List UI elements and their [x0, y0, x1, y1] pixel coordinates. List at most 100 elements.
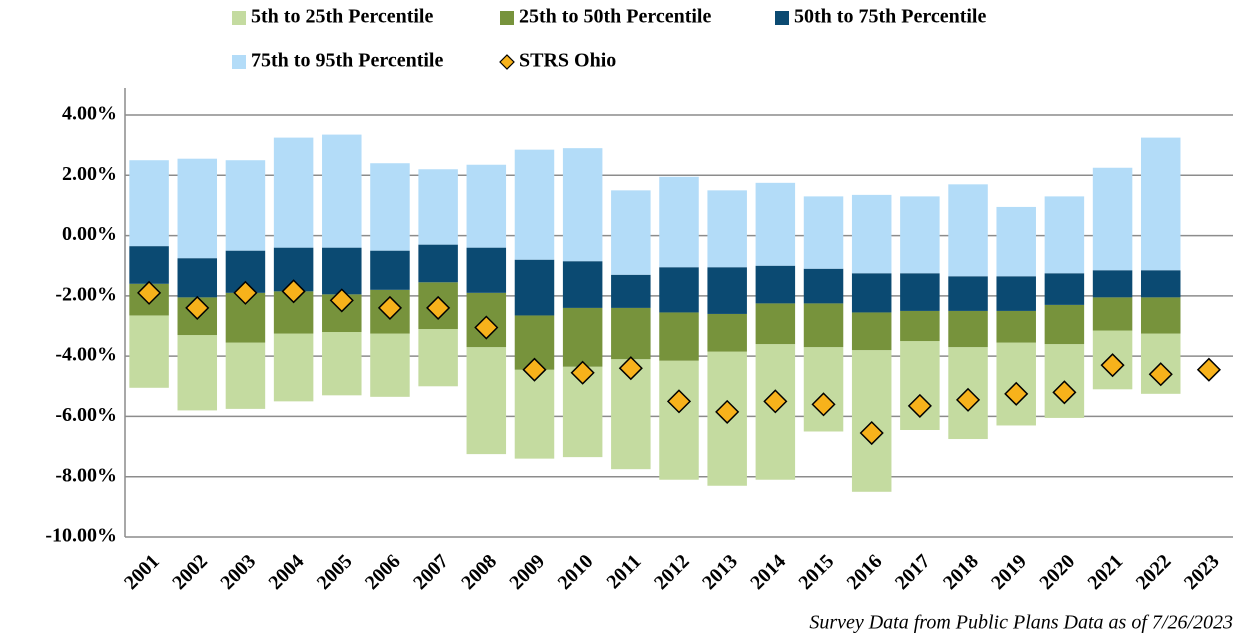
legend-swatch	[232, 55, 246, 69]
x-tick-label: 2007	[409, 550, 453, 594]
x-tick-label: 2004	[265, 550, 309, 594]
x-tick-label: 2008	[457, 550, 501, 594]
marker	[666, 389, 692, 414]
bar-segment	[803, 268, 844, 304]
marker	[1052, 380, 1077, 405]
marker	[474, 315, 499, 340]
bar-segment	[1044, 273, 1085, 305]
bar-segment	[803, 347, 844, 432]
bar-segment	[803, 196, 844, 269]
x-tick-label: 2009	[505, 550, 549, 594]
bar-segment	[370, 333, 410, 397]
bar-segment	[659, 176, 699, 268]
bar-segment	[514, 369, 555, 459]
marker	[1148, 362, 1173, 387]
y-tick-label: 4.00%	[62, 103, 117, 125]
x-tick-label: 2011	[603, 550, 646, 593]
marker	[377, 295, 403, 320]
legend-label: STRS Ohio	[519, 50, 616, 72]
x-tick-label: 2015	[794, 550, 838, 594]
x-tick-label: 2002	[168, 550, 212, 594]
bar-segment	[514, 149, 555, 260]
bar-segment	[418, 169, 458, 245]
bar-segment	[851, 273, 892, 313]
y-tick-label: -8.00%	[55, 464, 117, 486]
x-tick-label: 2022	[1132, 550, 1176, 594]
legend-marker	[499, 54, 515, 70]
bar-segment	[900, 310, 940, 342]
bar-segment	[1044, 304, 1085, 345]
bar-segment	[1140, 270, 1181, 298]
marker	[233, 280, 258, 305]
bar-segment	[659, 360, 699, 480]
x-tick-label: 2012	[650, 550, 694, 594]
marker	[281, 279, 306, 304]
x-tick-label: 2005	[313, 550, 357, 594]
bar-segment	[129, 160, 169, 247]
bar-segment	[900, 196, 940, 274]
bar-segment	[707, 190, 747, 268]
legend-swatch	[232, 11, 246, 25]
y-tick-label: -2.00%	[55, 283, 117, 305]
bar-segment	[851, 194, 892, 274]
y-tick-label: -6.00%	[55, 404, 117, 426]
bar-segment	[611, 307, 651, 360]
bar-segment	[755, 182, 796, 266]
bar-segment	[1092, 297, 1133, 331]
marker	[522, 357, 547, 382]
bar-segment	[707, 267, 747, 314]
marker	[570, 360, 595, 385]
bar-segment	[177, 335, 218, 411]
x-tick-label: 2001	[120, 550, 164, 594]
legend-label: 25th to 50th Percentile	[519, 6, 711, 28]
y-tick-label: -4.00%	[55, 344, 117, 366]
x-tick-label: 2020	[1035, 550, 1079, 594]
marker	[763, 389, 788, 414]
y-tick-label: -10.00%	[45, 525, 117, 547]
bar-segment	[755, 265, 796, 304]
x-tick-label: 2019	[987, 550, 1031, 594]
marker	[185, 295, 210, 320]
x-tick-label: 2014	[746, 550, 790, 594]
marker	[907, 393, 932, 418]
legend-swatch	[500, 11, 514, 25]
bar-segment	[996, 310, 1036, 343]
bar-segment	[418, 329, 458, 387]
bar-segment	[129, 246, 169, 284]
bar-segment	[466, 164, 507, 248]
bar-segment	[1044, 196, 1085, 274]
legend-label: 75th to 95th Percentile	[251, 50, 443, 72]
marker	[859, 420, 884, 446]
marker	[1196, 357, 1221, 382]
bar-segment	[611, 274, 651, 308]
y-tick-label: 2.00%	[62, 163, 117, 185]
marker	[618, 356, 643, 381]
bar-segment	[322, 134, 362, 248]
x-tick-label: 2021	[1084, 550, 1128, 594]
bar-segment	[659, 267, 699, 313]
y-tick-label: 0.00%	[62, 223, 117, 245]
bar-segment	[273, 137, 314, 248]
bar-segment	[177, 258, 218, 298]
bar-segment	[466, 247, 507, 293]
bar-segment	[659, 312, 699, 361]
bar-segment	[514, 259, 555, 316]
legend-swatch	[775, 11, 789, 25]
bar-segment	[322, 332, 362, 396]
source-note: Survey Data from Public Plans Data as of…	[809, 612, 1233, 634]
bar-segment	[996, 206, 1036, 277]
bar-segment	[611, 190, 651, 275]
x-tick-label: 2016	[843, 550, 887, 594]
bar-segment	[562, 148, 603, 262]
x-tick-label: 2003	[216, 550, 260, 594]
bar-segment	[418, 244, 458, 283]
bar-segment	[562, 307, 603, 367]
bar-segment	[948, 184, 988, 277]
x-tick-label: 2010	[554, 550, 598, 594]
legend-label: 50th to 75th Percentile	[794, 6, 986, 28]
bar-segment	[370, 250, 410, 290]
marker	[137, 280, 162, 305]
bar-segment	[948, 276, 988, 311]
bar-segment	[1140, 137, 1181, 271]
